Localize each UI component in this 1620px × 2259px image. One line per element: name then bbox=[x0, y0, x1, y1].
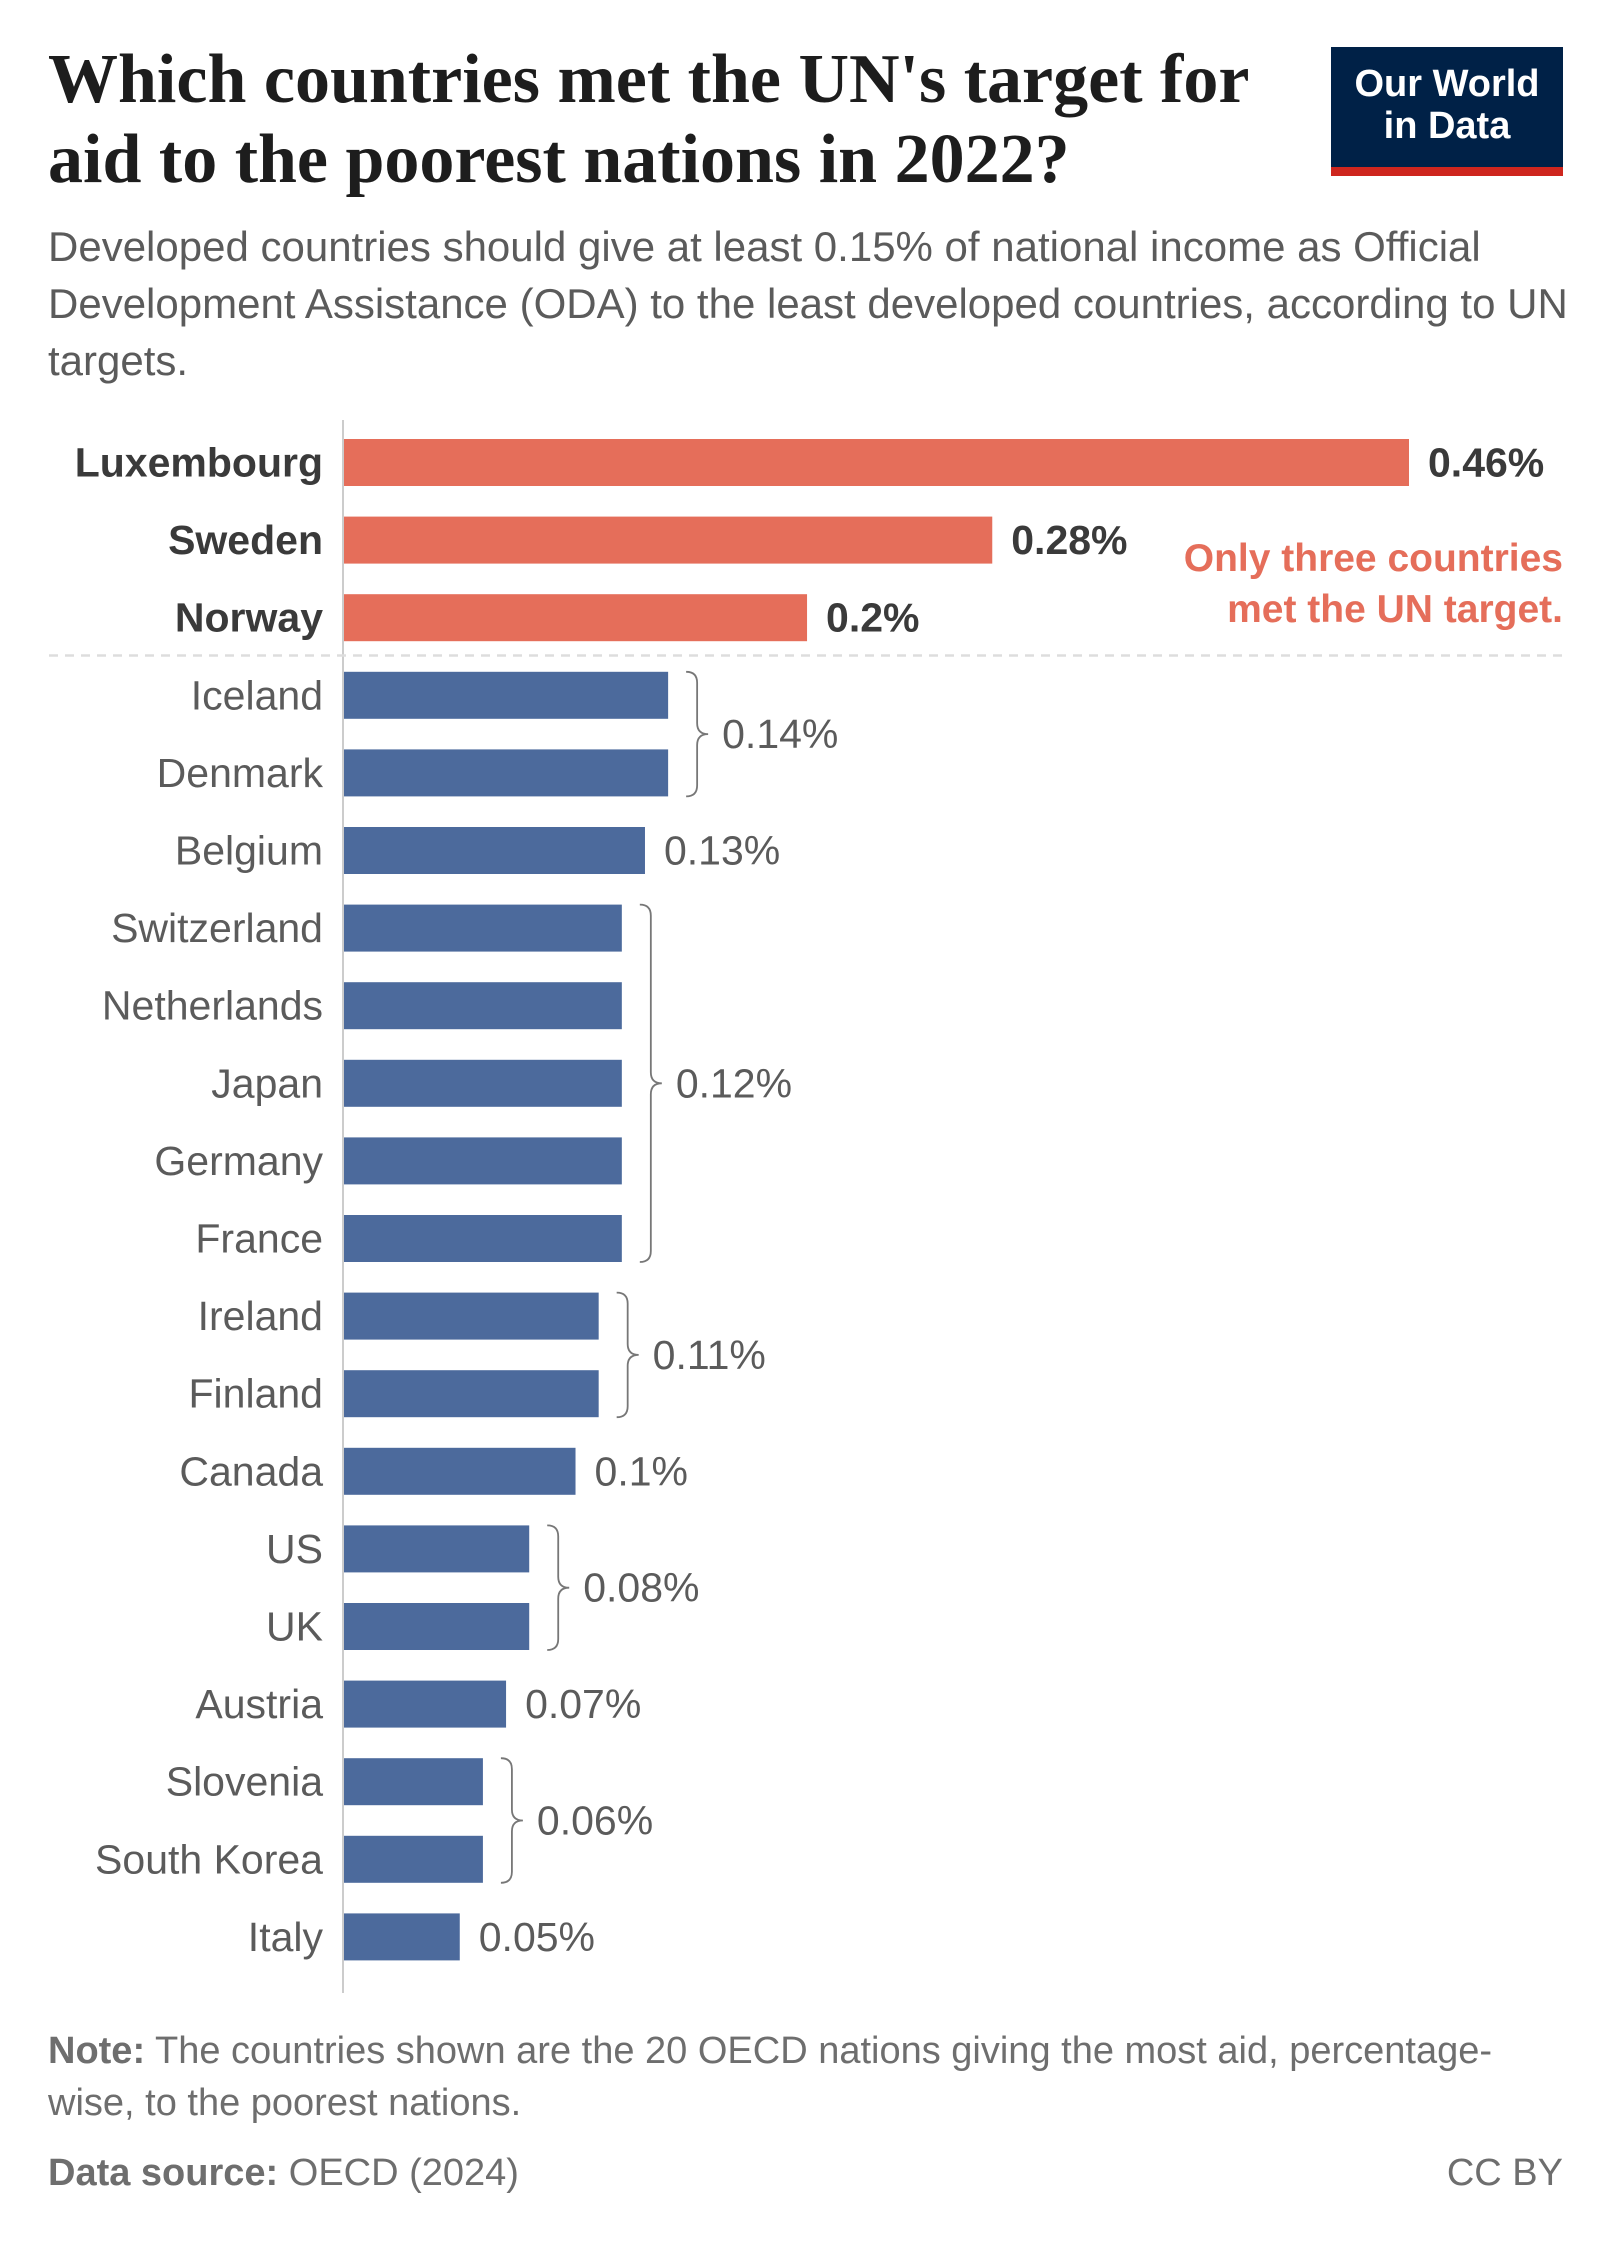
category-label: Italy bbox=[248, 1914, 324, 1960]
group-brace bbox=[547, 1524, 570, 1651]
license[interactable]: CC BY bbox=[1446, 2152, 1563, 2194]
chart-title: Which countries met the UN's target for … bbox=[48, 41, 1249, 198]
bar-switzerland bbox=[344, 904, 622, 952]
annotation-line-2: met the UN target. bbox=[1227, 588, 1563, 631]
annotation-line-1: Only three countries bbox=[1184, 537, 1563, 580]
category-label: Canada bbox=[179, 1448, 323, 1494]
value-label: 0.08% bbox=[583, 1565, 699, 1611]
category-label: Japan bbox=[211, 1060, 323, 1106]
bar-luxembourg bbox=[344, 439, 1409, 486]
value-label: 0.07% bbox=[525, 1681, 641, 1727]
bar-finland bbox=[344, 1370, 599, 1418]
category-label: Iceland bbox=[191, 672, 323, 718]
value-label: 0.05% bbox=[479, 1914, 595, 1960]
value-label: 0.11% bbox=[653, 1332, 766, 1378]
group-brace bbox=[616, 1291, 639, 1419]
category-label: Austria bbox=[195, 1681, 323, 1727]
bar-ireland bbox=[344, 1292, 599, 1340]
category-label: Germany bbox=[154, 1138, 323, 1184]
value-label: 0.46% bbox=[1428, 440, 1544, 486]
group-brace bbox=[686, 670, 709, 798]
category-label: Ireland bbox=[198, 1293, 323, 1339]
category-label: Switzerland bbox=[111, 905, 323, 951]
bar-denmark bbox=[344, 749, 669, 797]
category-label: Finland bbox=[189, 1371, 323, 1417]
note-text: The countries shown are the 20 OECD nati… bbox=[48, 2030, 1493, 2124]
category-label: France bbox=[195, 1216, 323, 1262]
category-label: Denmark bbox=[157, 750, 324, 796]
bar-france bbox=[344, 1215, 622, 1262]
value-label: 0.06% bbox=[537, 1798, 653, 1844]
note-label: Note: bbox=[48, 2030, 146, 2072]
bar-japan bbox=[344, 1059, 622, 1107]
bar-italy bbox=[344, 1913, 460, 1961]
bar-us bbox=[344, 1525, 530, 1573]
owid-logo[interactable]: Our World in Data bbox=[1331, 47, 1563, 176]
value-label: 0.12% bbox=[676, 1060, 792, 1106]
group-brace bbox=[500, 1757, 523, 1884]
value-label: 0.2% bbox=[826, 595, 919, 641]
bar-canada bbox=[344, 1447, 576, 1495]
value-label: 0.28% bbox=[1011, 517, 1127, 563]
category-label: Norway bbox=[175, 595, 323, 641]
value-label: 0.1% bbox=[595, 1448, 688, 1494]
source-label: Data source: bbox=[48, 2152, 279, 2194]
bar-iceland bbox=[344, 671, 669, 719]
group-brace bbox=[639, 903, 662, 1263]
category-label: Belgium bbox=[175, 828, 323, 874]
category-label: US bbox=[266, 1526, 323, 1572]
logo-line-2: in Data bbox=[1383, 105, 1511, 147]
bar-norway bbox=[344, 594, 808, 642]
value-label: 0.13% bbox=[664, 828, 780, 874]
bar-austria bbox=[344, 1680, 507, 1728]
source-text[interactable]: OECD (2024) bbox=[278, 2152, 519, 2194]
bar-germany bbox=[344, 1137, 622, 1185]
category-label: Luxembourg bbox=[75, 440, 323, 486]
category-label: Sweden bbox=[168, 517, 323, 563]
bar-netherlands bbox=[344, 982, 622, 1030]
value-label: 0.14% bbox=[722, 711, 838, 757]
data-source: Data source: OECD (2024) bbox=[48, 2152, 519, 2195]
logo-red-bar bbox=[1331, 167, 1563, 176]
category-label: Slovenia bbox=[166, 1759, 323, 1805]
chart-subtitle: Developed countries should give at least… bbox=[48, 223, 1568, 384]
bar-south-korea bbox=[344, 1835, 483, 1883]
bar-uk bbox=[344, 1603, 530, 1650]
category-label: South Korea bbox=[95, 1836, 323, 1882]
logo-line-1: Our World bbox=[1354, 63, 1540, 105]
bar-belgium bbox=[344, 827, 645, 874]
category-label: UK bbox=[266, 1604, 323, 1650]
bar-sweden bbox=[344, 516, 993, 564]
chart-note: Note: The countries shown are the 20 OEC… bbox=[48, 2025, 1548, 2129]
bar-slovenia bbox=[344, 1758, 483, 1806]
category-label: Netherlands bbox=[102, 983, 323, 1029]
